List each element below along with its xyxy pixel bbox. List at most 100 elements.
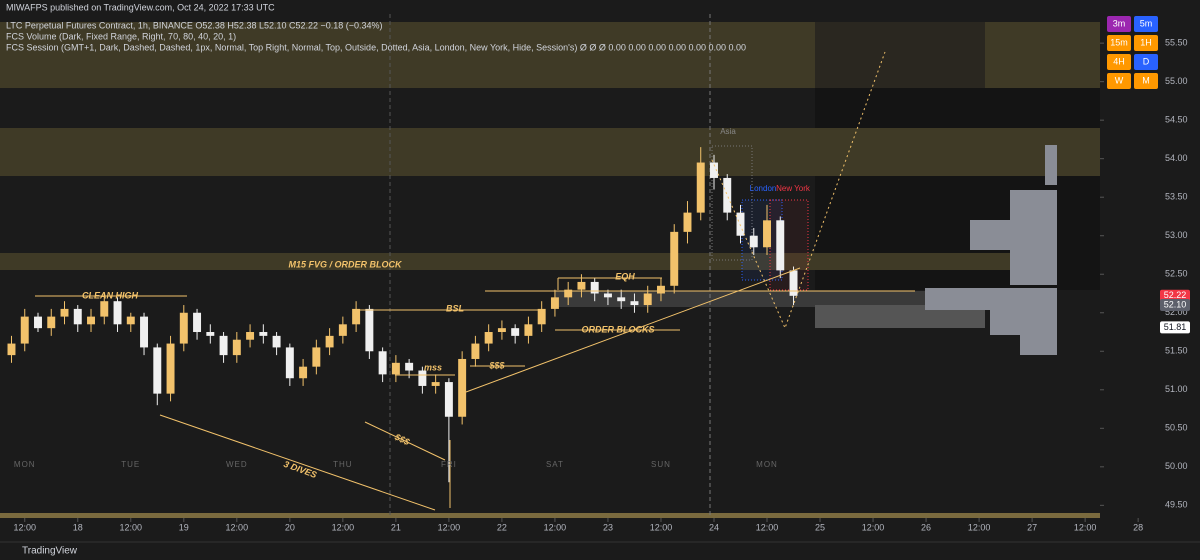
candle-body	[749, 235, 758, 248]
time-axis	[0, 518, 1200, 542]
x-tick-label: 23	[603, 522, 613, 532]
footer: TradingView	[22, 546, 78, 557]
candle-body	[537, 308, 546, 325]
drawings	[35, 51, 915, 511]
candle-body	[166, 343, 175, 394]
candle-body	[550, 297, 559, 309]
candle-body	[670, 231, 679, 286]
timeframe-button[interactable]	[1134, 16, 1158, 32]
annotation: $$$	[488, 360, 505, 370]
candle-body	[312, 347, 321, 367]
session-label: Asia	[720, 127, 736, 136]
timeframe-button[interactable]	[1107, 73, 1131, 89]
day-label: FRI	[441, 460, 457, 469]
day-label: MON	[756, 460, 778, 469]
candle-body	[378, 351, 387, 375]
candle-body	[365, 308, 374, 352]
candle-body	[391, 362, 400, 375]
annotation: ORDER BLOCKS	[581, 324, 654, 334]
timeframe-label[interactable]: 1H	[1140, 37, 1152, 47]
candle-body	[431, 382, 440, 386]
x-tick-label: 12:00	[756, 522, 779, 532]
candle-body	[285, 347, 294, 379]
candle-body	[511, 328, 520, 336]
candle-body	[444, 382, 453, 417]
asia-box	[711, 145, 753, 261]
price-tag	[1160, 321, 1190, 334]
day-label: THU	[333, 460, 352, 469]
zone-gray	[815, 305, 985, 328]
price-axis	[1100, 0, 1200, 540]
indicator: FCS Session (GMT+1, Dark, Dashed, Dashed…	[6, 42, 746, 52]
timeframe-label[interactable]: W	[1115, 75, 1124, 85]
candle-body	[259, 332, 268, 336]
order-block-zone	[555, 291, 1000, 307]
x-tick-label: 20	[285, 522, 295, 532]
x-tick-label: 21	[391, 522, 401, 532]
candles	[7, 147, 798, 483]
timeframe-button[interactable]	[1134, 35, 1158, 51]
timeframe-label[interactable]: 3m	[1113, 18, 1126, 28]
timeframe-button[interactable]	[1107, 16, 1131, 32]
timeframe-label[interactable]: M	[1142, 75, 1150, 85]
candle-body	[47, 316, 56, 329]
candle-body	[617, 297, 626, 302]
zone	[815, 22, 985, 88]
timeframe-label[interactable]: 4H	[1113, 56, 1125, 66]
timeframe-button[interactable]	[1134, 73, 1158, 89]
candle-body	[60, 308, 69, 317]
axes: 49.50 50.00 50.50 51.00 51.50 52.00 52.50 53.00…	[13, 38, 1190, 532]
x-tick-label: 12:00	[650, 522, 673, 532]
timeframe-button[interactable]	[1134, 54, 1158, 70]
candle-body	[458, 358, 467, 417]
candle-body	[140, 316, 149, 348]
session-label: New York	[776, 184, 811, 193]
candle-body	[577, 281, 586, 290]
candle-body	[246, 332, 255, 340]
timeframe-label[interactable]: 5m	[1140, 18, 1153, 28]
price-tag-label: 52.10	[1164, 299, 1187, 309]
x-tick-label: 24	[709, 522, 719, 532]
candle-body	[73, 308, 82, 325]
candle-body	[776, 220, 785, 271]
candle-body	[7, 343, 16, 356]
candle-body	[723, 177, 732, 213]
y-tick-label: 54.50	[1165, 115, 1188, 125]
x-tick-label: 12:00	[226, 522, 249, 532]
candle-body	[405, 362, 414, 371]
zone	[0, 128, 1120, 176]
timeframe-button[interactable]	[1107, 54, 1131, 70]
zone-bottom	[0, 513, 1120, 518]
symbol-line: LTC Perpetual Futures Contract, 1h, BINA…	[6, 20, 383, 30]
candle-body	[206, 332, 215, 336]
annotation: CLEAN HIGH	[82, 290, 139, 300]
candle-body	[603, 293, 612, 298]
x-tick-label: 12:00	[13, 522, 36, 532]
candle-body	[179, 312, 188, 344]
x-tick-label: 12:00	[1074, 522, 1097, 532]
candle-body	[153, 347, 162, 394]
price-tag	[1160, 299, 1190, 312]
y-tick-label: 53.50	[1165, 192, 1188, 202]
x-tick-label: 12:00	[968, 522, 991, 532]
candle-body	[630, 301, 639, 306]
timeframe-label[interactable]: 15m	[1110, 37, 1128, 47]
candle-body	[789, 270, 798, 296]
x-tick-label: 27	[1027, 522, 1037, 532]
candle-body	[736, 212, 745, 236]
y-tick-label: 50.50	[1165, 423, 1188, 433]
timeframe-button[interactable]	[1107, 35, 1131, 51]
price-tag	[1160, 289, 1190, 302]
candle-body	[763, 220, 771, 248]
y-tick-label: 54.00	[1165, 153, 1188, 163]
x-tick-label: 22	[497, 522, 507, 532]
x-tick-label: 18	[73, 522, 83, 532]
y-tick-label: 55.50	[1165, 38, 1188, 48]
candle-body	[484, 332, 493, 344]
candle-body	[418, 370, 427, 386]
candle-body	[193, 312, 202, 333]
candle-body	[710, 162, 718, 178]
annotation: mss	[424, 362, 442, 372]
timeframe-label[interactable]: D	[1143, 56, 1150, 66]
